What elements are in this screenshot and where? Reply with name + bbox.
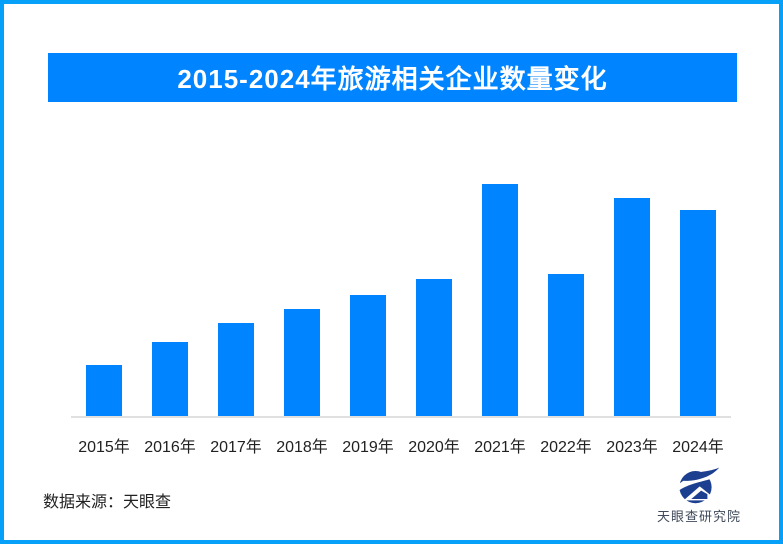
bar-2018年 (284, 309, 320, 416)
bar-2019年 (350, 295, 386, 416)
bar-2017年 (218, 323, 254, 416)
bar-slot (335, 184, 401, 416)
bar-2015年 (86, 364, 122, 416)
bar-slot (467, 184, 533, 416)
x-tick-label: 2020年 (408, 439, 460, 456)
x-tick-label: 2017年 (210, 439, 262, 456)
bar-2024年 (680, 209, 716, 416)
brand-logo-text: 天眼查研究院 (656, 509, 741, 524)
x-tick-label: 2019年 (342, 439, 394, 456)
x-tick-label: 2016年 (144, 439, 196, 456)
x-axis-labels: 2015年 2016年 2017年 2018年 2019年 2020年 2021年 2022年… (71, 433, 731, 457)
bar-slot (401, 184, 467, 416)
bar-2021年 (482, 184, 518, 416)
bar-slot (203, 184, 269, 416)
bar-2022年 (548, 274, 584, 416)
bar-slot (599, 184, 665, 416)
brand-logo: 天眼查研究院 (649, 466, 749, 525)
bar-slot (71, 184, 137, 416)
bar-slot (269, 184, 335, 416)
tianyancha-eye-logo-icon (678, 467, 720, 504)
bar-chart-plot-area (71, 184, 731, 416)
bar-2020年 (416, 279, 452, 416)
x-tick-label: 2024年 (672, 439, 724, 456)
chart-title-banner: 2015-2024年旅游相关企业数量变化 (48, 53, 737, 102)
x-tick-label: 2023年 (606, 439, 658, 456)
x-tick-label: 2018年 (276, 439, 328, 456)
bar-2016年 (152, 341, 188, 416)
bar-slot (533, 184, 599, 416)
x-axis-line (71, 416, 731, 418)
data-source-label: 数据来源：天眼查 (43, 494, 172, 511)
x-tick-label: 2022年 (540, 439, 592, 456)
bar-slot (665, 184, 731, 416)
bar-2023年 (614, 197, 650, 416)
bar-slot (137, 184, 203, 416)
chart-title: 2015-2024年旅游相关企业数量变化 (177, 64, 608, 94)
x-tick-label: 2015年 (78, 439, 130, 456)
x-tick-label: 2021年 (474, 439, 526, 456)
